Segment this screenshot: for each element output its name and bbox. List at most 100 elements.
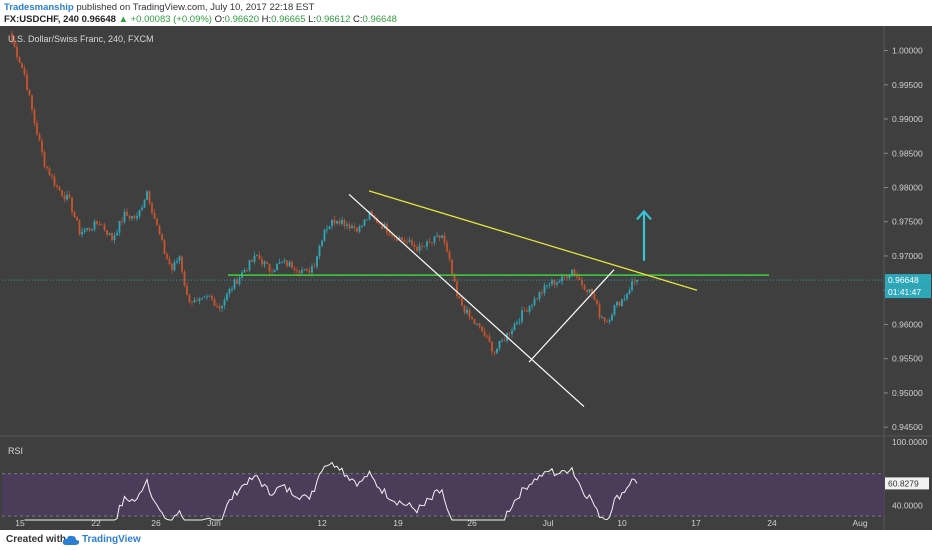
tradingview-brand[interactable]: TradingView — [82, 534, 141, 545]
candle-body — [453, 273, 456, 282]
candle-body — [38, 134, 41, 141]
rsi-line — [24, 461, 638, 521]
candle-body — [538, 292, 541, 300]
candle-body — [396, 237, 398, 241]
candle-body — [598, 304, 601, 318]
candle-body — [431, 242, 433, 243]
price-chart-svg[interactable]: 1.00000 0.99500 0.99000 0.98500 0.98000 0.975… — [0, 26, 932, 530]
price-tick-label: 0.99000 — [892, 114, 923, 124]
time-tick-label: Aug — [852, 518, 867, 528]
open-label: O: — [214, 14, 225, 25]
candle-body — [566, 276, 568, 279]
candle-body — [116, 232, 118, 236]
time-tick-label: Jul — [543, 518, 554, 528]
candle-body — [483, 331, 486, 336]
chart-title: U.S. Dollar/Swiss Franc, 240, FXCM — [8, 34, 154, 44]
candle-body — [561, 276, 563, 282]
candle-body — [466, 309, 468, 313]
candle-body — [188, 295, 191, 302]
candle-body — [338, 221, 341, 224]
candle-body — [216, 306, 218, 307]
candle-body — [71, 197, 73, 213]
candle-body — [563, 276, 566, 278]
candle-body — [131, 216, 133, 219]
candle-body — [613, 305, 616, 315]
candle-body — [583, 284, 586, 290]
candle-body — [211, 295, 213, 300]
candle-body — [101, 223, 103, 225]
candle-body — [593, 293, 596, 301]
candle-body — [588, 289, 591, 293]
countdown-badge — [885, 286, 931, 299]
price-tick-label: 0.99500 — [892, 80, 923, 90]
candle-body — [21, 62, 23, 69]
candle-body — [226, 293, 228, 300]
candle-body — [248, 260, 251, 271]
candle-body — [231, 288, 233, 290]
candle-body — [468, 309, 471, 318]
candle-body — [558, 281, 561, 283]
candle-body — [198, 298, 201, 301]
candle-body — [98, 223, 101, 225]
chart-header: Tradesmanship published on TradingView.c… — [0, 0, 932, 26]
last-price-label: 0.96648 — [888, 275, 919, 285]
candle-body — [176, 260, 178, 263]
wedge-upper-line — [348, 193, 585, 408]
candle-body — [323, 229, 326, 241]
candle-body — [63, 195, 66, 200]
footer: Created with TradingView — [0, 530, 932, 550]
candle-body — [411, 240, 413, 245]
candle-body — [83, 229, 86, 232]
candle-body — [158, 225, 161, 235]
author-link[interactable]: Tradesmanship — [4, 2, 74, 13]
candle-body — [348, 224, 351, 229]
candle-body — [433, 236, 436, 243]
candle-body — [243, 270, 246, 273]
time-tick-label: 19 — [393, 518, 403, 528]
candle-body — [113, 235, 116, 241]
low-label: L: — [308, 14, 317, 25]
candle-body — [48, 168, 51, 176]
candle-body — [441, 235, 443, 238]
candle-body — [541, 292, 543, 294]
candle-body — [401, 237, 403, 241]
candle-body — [476, 323, 478, 325]
candle-body — [511, 330, 513, 335]
candle-body — [388, 232, 391, 235]
candle-body — [536, 298, 538, 300]
candle-body — [403, 240, 406, 242]
candle-body — [76, 217, 78, 221]
candle-body — [363, 219, 366, 226]
candle-body — [141, 207, 143, 211]
candle-body — [18, 57, 21, 63]
price-tick-label: 0.94500 — [892, 422, 923, 432]
candle-body — [586, 289, 588, 293]
price-tick-label: 0.95000 — [892, 388, 923, 398]
candle-body — [288, 262, 291, 267]
candle-body — [366, 219, 368, 221]
candle-body — [446, 242, 448, 252]
candle-body — [601, 317, 603, 319]
candle-body — [193, 299, 196, 303]
open-value: 0.96620 — [224, 14, 259, 25]
candle-body — [361, 225, 363, 227]
time-tick-label: 26 — [151, 518, 161, 528]
candle-body — [451, 259, 453, 274]
candle-body — [556, 282, 558, 285]
candle-body — [123, 211, 126, 222]
time-tick-label: 10 — [617, 518, 627, 528]
candle-body — [146, 191, 148, 201]
candle-body — [491, 341, 493, 352]
candle-body — [73, 212, 76, 218]
candle-body — [181, 256, 183, 272]
candle-body — [531, 305, 533, 307]
candle-body — [463, 305, 466, 313]
candle-body — [51, 175, 53, 177]
candle-body — [13, 40, 16, 47]
candle-body — [11, 33, 13, 41]
candle-body — [328, 226, 331, 229]
candle-body — [603, 317, 606, 322]
candle-body — [78, 220, 81, 235]
rsi-value-badge — [885, 477, 929, 490]
chart-area[interactable]: 1.00000 0.99500 0.99000 0.98500 0.98000 0.975… — [0, 26, 932, 530]
